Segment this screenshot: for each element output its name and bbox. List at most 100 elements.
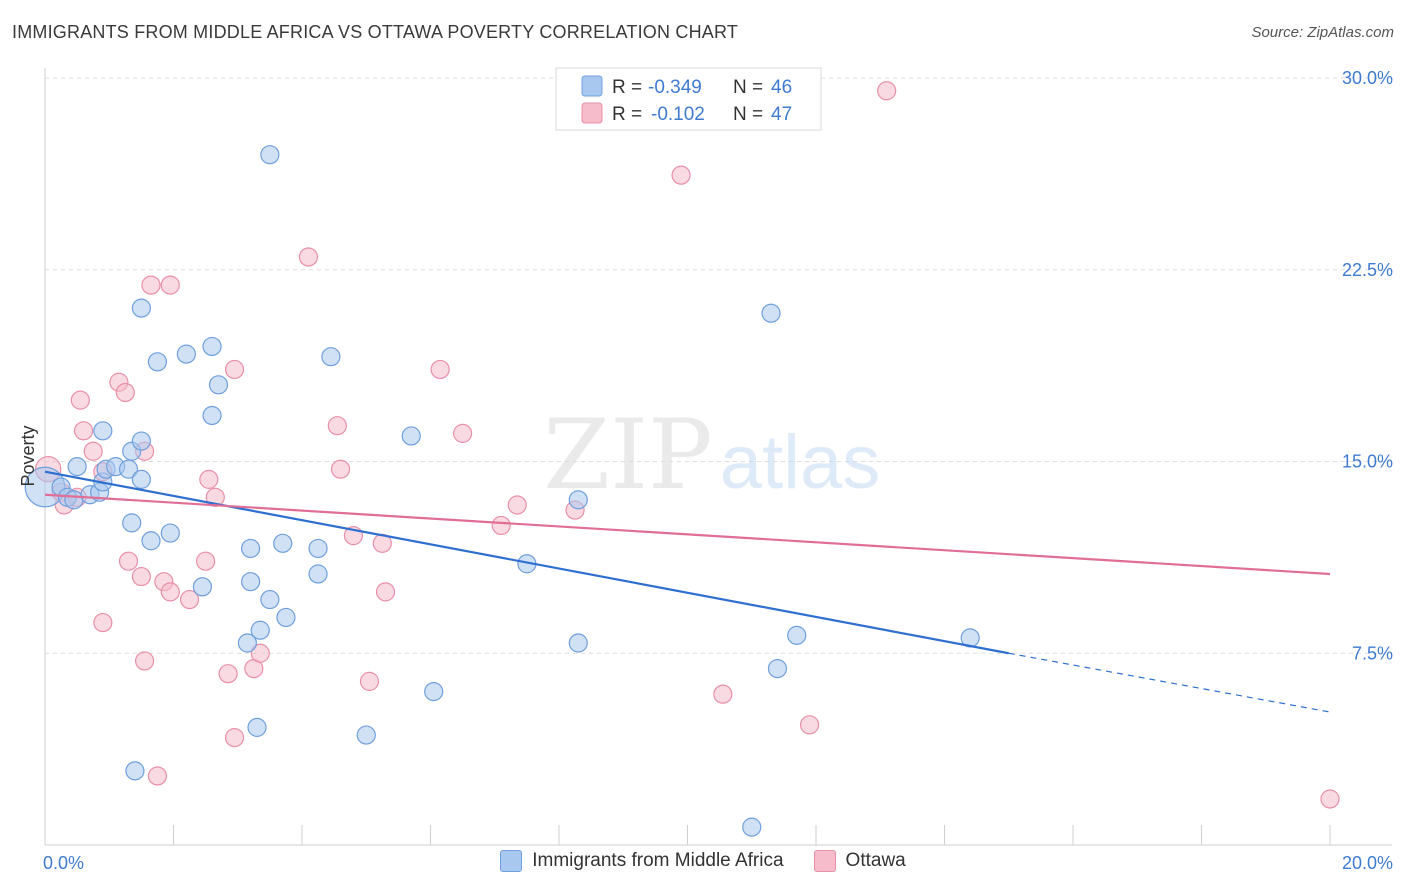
y-tick-label-0: 7.5%: [1352, 643, 1393, 663]
ottawa-point-17: [131, 566, 151, 587]
ottawa-trendline: [44, 493, 1331, 576]
watermark-zip: ZIP: [543, 399, 712, 511]
middle-africa-point-20: [131, 298, 151, 318]
legend-blue-swatch: [581, 75, 603, 97]
x-tick-label-0: 0.0%: [43, 853, 84, 873]
middle-africa-point-44: [767, 658, 788, 679]
legend-r-label-2: R =: [612, 104, 642, 125]
middle-africa-trendline-extension: [1008, 652, 1331, 713]
legend-swatch-pink: [813, 850, 836, 872]
legend-bottom: Immigrants from Middle Africa Ottawa: [0, 850, 1406, 872]
middle-africa-points: [24, 145, 980, 837]
ottawa-point-35: [359, 671, 380, 691]
x-tick-label-1: 20.0%: [1342, 853, 1393, 873]
ottawa-point-19: [160, 582, 180, 602]
middle-africa-point-24: [241, 572, 261, 592]
ottawa-point-23: [134, 651, 155, 671]
chart-title: IMMIGRANTS FROM MIDDLE AFRICA VS OTTAWA …: [12, 22, 739, 42]
legend-label-ottawa: Ottawa: [845, 850, 906, 871]
ottawa-point-22: [93, 612, 113, 633]
ottawa-point-44: [877, 81, 897, 101]
ottawa-point-28: [147, 766, 168, 786]
middle-africa-point-27: [250, 620, 270, 640]
middle-africa-point-16: [176, 344, 196, 364]
y-tick-label-2: 22.5%: [1342, 260, 1393, 280]
legend-top: R = -0.349 N = 46 R = -0.102 N = 47: [555, 67, 822, 131]
middle-africa-point-28: [237, 633, 257, 653]
middle-africa-point-43: [787, 625, 807, 645]
middle-africa-point-46: [761, 303, 781, 323]
middle-africa-point-48: [742, 817, 762, 837]
legend-n-label-1: N =: [733, 77, 763, 98]
ottawa-point-26: [250, 643, 270, 663]
middle-africa-point-15: [93, 421, 113, 441]
legend-item-middle-africa: Immigrants from Middle Africa: [500, 850, 784, 872]
middle-africa-point-42: [568, 633, 588, 653]
ottawa-point-34: [375, 582, 396, 602]
ottawa-point-45: [1320, 789, 1340, 809]
ottawa-point-16: [118, 551, 139, 571]
middle-africa-point-17: [208, 375, 229, 395]
ottawa-point-41: [671, 165, 691, 185]
middle-africa-point-32: [141, 531, 161, 551]
middle-africa-trendline: [44, 470, 1009, 655]
ottawa-point-4: [73, 421, 94, 441]
middle-africa-point-35: [247, 717, 267, 737]
legend-item-ottawa: Ottawa: [813, 850, 906, 872]
ottawa-point-43: [799, 715, 820, 735]
middle-africa-point-25: [260, 589, 280, 610]
ottawa-point-30: [327, 416, 347, 436]
middle-africa-point-41: [568, 490, 588, 510]
legend-r-value-2: -0.102: [651, 104, 705, 125]
ottawa-point-39: [507, 495, 527, 515]
middle-africa-point-19: [147, 352, 168, 372]
middle-africa-point-38: [401, 426, 421, 446]
middle-africa-point-23: [241, 538, 261, 559]
legend-label-middle-africa: Immigrants from Middle Africa: [532, 850, 784, 871]
watermark: ZIP atlas: [543, 399, 880, 511]
trendlines: [44, 470, 1331, 713]
middle-africa-point-22: [192, 577, 213, 597]
watermark-atlas: atlas: [720, 420, 881, 505]
middle-africa-point-2: [67, 457, 87, 477]
legend-r-label-1: R =: [612, 77, 642, 98]
middle-africa-point-33: [321, 347, 341, 367]
middle-africa-point-29: [273, 533, 293, 553]
ottawa-point-24: [218, 664, 238, 684]
legend-swatch-blue: [500, 850, 523, 872]
middle-africa-point-18: [202, 405, 222, 426]
ottawa-point-29: [298, 247, 319, 267]
ottawa-point-12: [160, 275, 180, 295]
legend-r-value-1: -0.349: [648, 77, 702, 98]
ottawa-point-36: [430, 359, 450, 380]
source-label: Source: ZipAtlas.com: [1251, 24, 1394, 41]
middle-africa-point-39: [424, 681, 444, 702]
middle-africa-point-47: [260, 145, 280, 165]
y-tick-label-1: 15.0%: [1342, 452, 1393, 472]
middle-africa-point-36: [356, 725, 376, 745]
x-tick-labels: 0.0% 20.0%: [43, 853, 1393, 873]
legend-pink-swatch: [581, 102, 603, 124]
ottawa-point-21: [196, 551, 216, 571]
ottawa-point-27: [224, 728, 245, 748]
ottawa-point-10: [70, 390, 90, 410]
middle-africa-point-4: [64, 490, 84, 510]
ottawa-point-5: [83, 441, 103, 461]
ottawa-point-13: [199, 469, 219, 489]
middle-africa-point-14: [122, 513, 142, 533]
y-tick-label-3: 30.0%: [1342, 68, 1393, 88]
ottawa-point-38: [491, 515, 511, 536]
middle-africa-point-13: [131, 431, 151, 451]
ottawa-point-31: [330, 459, 351, 479]
ottawa-point-8: [115, 382, 135, 403]
grid-lines: [45, 77, 1392, 654]
axes: [44, 68, 1392, 846]
middle-africa-point-37: [125, 761, 145, 781]
middle-africa-point-26: [276, 607, 296, 628]
y-tick-labels: 7.5% 15.0% 22.5% 30.0%: [1342, 68, 1393, 663]
middle-africa-point-30: [308, 538, 328, 559]
y-axis-label: Poverty: [18, 425, 38, 486]
ottawa-point-15: [224, 359, 245, 380]
legend-n-value-2: 47: [771, 104, 792, 125]
